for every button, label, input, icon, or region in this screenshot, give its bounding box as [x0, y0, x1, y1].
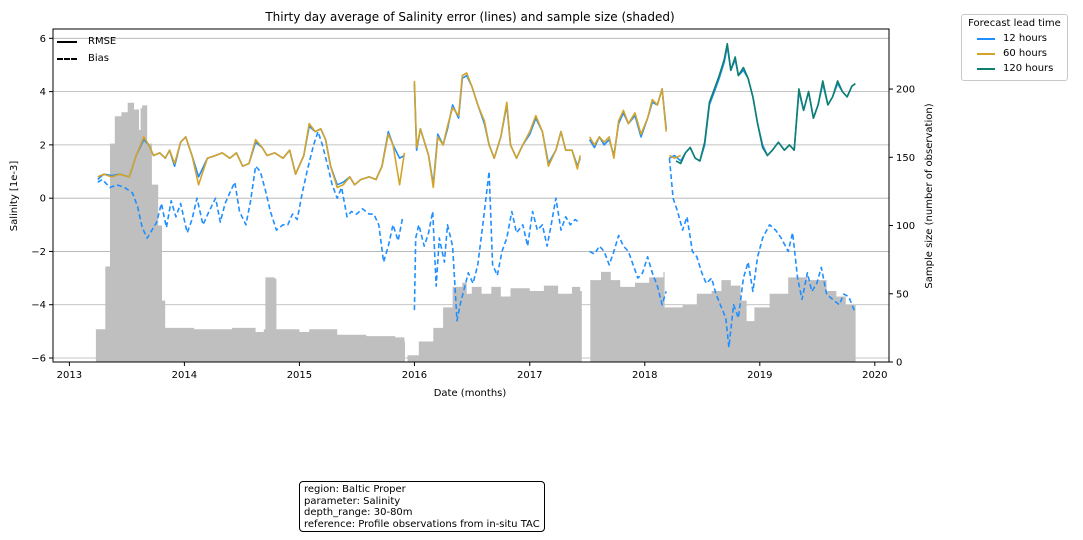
series-line-60-hours-rmse — [588, 88, 667, 159]
info-line-reference: reference: Profile observations from in-… — [304, 518, 540, 530]
series-line-60-hours-rmse — [669, 154, 682, 159]
x-tick-label: 2015 — [287, 370, 312, 381]
legend-label: 12 hours — [1003, 33, 1048, 44]
legend-item-12h: 12 hours — [968, 31, 1061, 46]
y-tick-label: 0 — [40, 194, 46, 205]
sample-size-shade — [95, 102, 856, 362]
series-line-60-hours-rmse — [413, 72, 581, 189]
color-swatch — [977, 37, 995, 40]
y-axis-label: Salinity [1e-3] — [9, 161, 20, 232]
legend-title: Forecast lead time — [968, 18, 1061, 29]
y-right-tick-label: 200 — [896, 85, 915, 96]
legend-label: Bias — [88, 53, 109, 64]
info-line-depth-range: depth_range: 30-80m — [304, 507, 413, 518]
info-line-region: region: Baltic Proper — [304, 484, 406, 495]
color-swatch — [977, 52, 995, 55]
plot-frame — [52, 28, 890, 363]
sample-size-area — [95, 102, 856, 362]
y-tick-label: −4 — [31, 300, 46, 311]
legend-item-bias: Bias — [57, 50, 116, 67]
y-tick-label: 4 — [40, 87, 46, 98]
metric-legend: RMSE Bias — [57, 33, 116, 67]
y-tick-label: 2 — [40, 140, 46, 151]
y-right-tick-label: 0 — [896, 358, 902, 369]
y-axis-left: −6 −4 −2 0 2 4 6 — [31, 34, 53, 365]
x-tick-label: 2014 — [172, 370, 197, 381]
y-tick-label: −6 — [31, 354, 46, 365]
y-right-tick-label: 150 — [896, 153, 915, 164]
series-line-120-hours-rmse — [675, 42, 856, 165]
legend-item-120h: 120 hours — [968, 61, 1061, 76]
legend-label: 120 hours — [1003, 63, 1054, 74]
x-tick-label: 2013 — [57, 370, 82, 381]
lead-time-legend: Forecast lead time 12 hours 60 hours 120… — [961, 14, 1068, 81]
legend-item-60h: 60 hours — [968, 46, 1061, 61]
y-right-tick-label: 50 — [896, 289, 909, 300]
info-box: region: Baltic Proper parameter: Salinit… — [299, 481, 545, 532]
x-tick-label: 2016 — [402, 370, 427, 381]
series-line-12-hours-bias — [668, 158, 857, 349]
x-tick-label: 2017 — [517, 370, 542, 381]
y-tick-label: 6 — [40, 34, 46, 45]
series-line-12-hours-bias — [97, 130, 404, 263]
series-line-12-hours-bias — [413, 170, 580, 322]
y-axis-right-label: Sample size (number of observation) — [924, 103, 935, 288]
x-tick-label: 2020 — [862, 370, 887, 381]
x-axis: 2013 2014 2015 2016 2017 2018 2019 2020 — [57, 362, 888, 381]
chart-title: Thirty day average of Salinity error (li… — [264, 10, 674, 24]
y-right-tick-label: 100 — [896, 221, 915, 232]
grid — [53, 37, 889, 359]
series-line-60-hours-rmse — [97, 122, 406, 189]
dashed-line-swatch — [57, 57, 77, 60]
x-axis-label: Date (months) — [434, 388, 507, 399]
series-lines — [97, 42, 857, 349]
color-swatch — [977, 67, 995, 70]
info-line-parameter: parameter: Salinity — [304, 495, 401, 507]
x-tick-label: 2018 — [632, 370, 657, 381]
legend-label: RMSE — [88, 36, 117, 47]
legend-item-rmse: RMSE — [57, 33, 116, 50]
x-tick-label: 2019 — [747, 370, 772, 381]
legend-label: 60 hours — [1003, 48, 1048, 59]
solid-line-swatch — [57, 40, 77, 43]
y-axis-right: 0 50 100 150 200 — [889, 85, 915, 369]
series-line-12-hours-bias — [589, 234, 667, 306]
y-tick-label: −2 — [31, 247, 46, 258]
